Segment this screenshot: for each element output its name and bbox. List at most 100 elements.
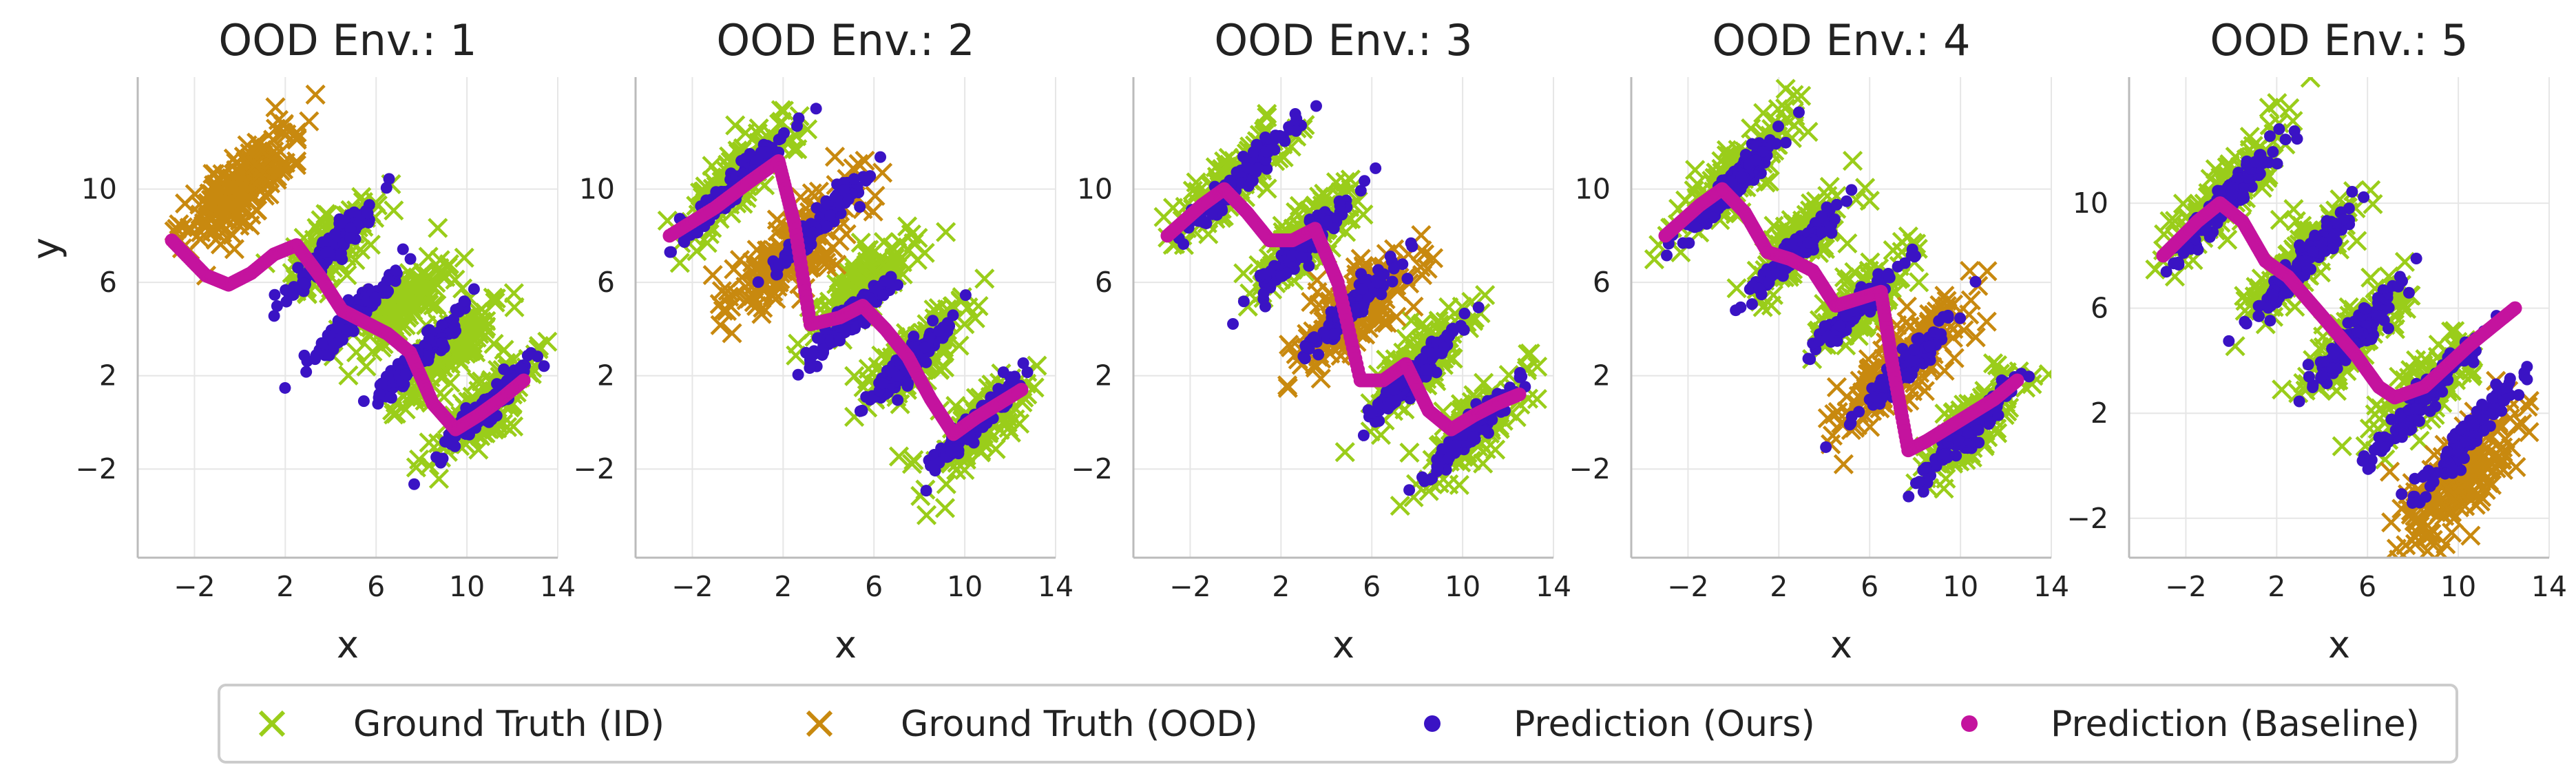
id-point — [873, 253, 894, 274]
id-point — [1527, 388, 1547, 410]
x-tick-label: 14 — [540, 570, 576, 603]
y-tick-label: −2 — [76, 452, 117, 485]
ours-point — [920, 485, 932, 497]
ood-point — [1366, 308, 1387, 328]
ours-point — [959, 289, 972, 302]
ood-point — [735, 276, 756, 297]
id-point — [1312, 191, 1333, 211]
x-tick-label: 14 — [1038, 570, 1074, 603]
ours-point — [1321, 215, 1333, 228]
ood-point — [190, 204, 211, 225]
ours-point — [778, 127, 790, 139]
id-point — [1412, 313, 1433, 334]
ours-point — [1005, 375, 1018, 388]
ours-point — [919, 341, 931, 354]
ours-point — [468, 283, 480, 295]
ood-point — [746, 295, 767, 316]
ours-point — [1472, 301, 1485, 313]
id-point — [725, 115, 746, 136]
ood-point — [251, 140, 272, 160]
ood-point — [203, 185, 224, 206]
ours-point — [1259, 131, 1271, 143]
ours-point — [665, 246, 678, 258]
ours-point — [404, 253, 417, 265]
ours-point — [807, 348, 819, 361]
ours-point — [908, 330, 920, 343]
ours-point — [1436, 443, 1449, 455]
y-tick-label: 10 — [579, 173, 615, 206]
ours-point — [1369, 416, 1381, 428]
ours-point — [1359, 175, 1371, 187]
id-point — [346, 342, 367, 363]
ours-point — [813, 332, 826, 344]
id-point — [419, 432, 439, 453]
ood-point — [1410, 257, 1431, 277]
ood-point — [753, 297, 773, 318]
ours-point — [298, 349, 311, 361]
ours-point — [344, 222, 357, 235]
id-point — [457, 317, 479, 338]
x-tick-label: 6 — [367, 570, 385, 603]
ours-point — [1290, 125, 1302, 137]
ours-point — [448, 320, 461, 333]
ours-point — [271, 300, 283, 313]
ours-point — [1467, 431, 1480, 443]
ours-point — [279, 381, 291, 394]
ours-point — [309, 353, 322, 366]
id-point — [888, 446, 910, 467]
ours-point — [1269, 133, 1281, 145]
ours-point — [436, 337, 448, 349]
ours-point — [532, 350, 544, 363]
id-point — [1399, 333, 1420, 353]
ood-point — [1423, 248, 1444, 269]
ours-point — [1227, 318, 1239, 330]
id-point — [708, 164, 729, 185]
ours-point — [452, 304, 464, 317]
ours-point — [1021, 366, 1034, 379]
ours-point — [362, 207, 374, 220]
ood-point — [270, 161, 291, 182]
ours-point — [369, 291, 381, 304]
ours-point — [804, 362, 816, 375]
ours-point — [735, 155, 748, 167]
id-point — [748, 118, 769, 139]
ood-point — [1309, 295, 1330, 315]
ours-point — [514, 361, 527, 374]
ours-point — [382, 285, 395, 297]
id-point — [356, 356, 377, 377]
x-axis-label: x — [337, 623, 359, 666]
id-point — [384, 200, 404, 221]
ours-point — [1458, 429, 1470, 441]
ours-point — [397, 243, 409, 255]
ours-point — [1403, 484, 1416, 496]
id-point — [1334, 442, 1355, 463]
ood-point — [203, 178, 224, 199]
ours-point — [824, 209, 837, 222]
ours-point — [1177, 238, 1190, 250]
ood-point — [1350, 249, 1371, 269]
ours-point — [1241, 162, 1253, 174]
ours-point — [1308, 331, 1320, 344]
ood-point — [1412, 264, 1433, 286]
ood-point — [836, 224, 857, 244]
ood-point — [848, 154, 869, 174]
ours-point — [1260, 146, 1273, 158]
ours-point — [1396, 258, 1409, 271]
ours-point — [860, 175, 872, 187]
x-tick-label: −2 — [174, 570, 215, 603]
id-point — [936, 474, 956, 494]
x-axis-label: x — [835, 623, 857, 666]
ood-point — [1280, 337, 1301, 358]
ours-point — [323, 349, 335, 361]
ours-point — [376, 377, 388, 390]
id-point — [317, 204, 338, 225]
ours-point — [817, 344, 830, 356]
ours-point — [1445, 323, 1458, 335]
ood-point — [259, 184, 280, 204]
ours-point — [1416, 471, 1428, 483]
id-point — [428, 218, 448, 238]
ours-point — [322, 246, 334, 258]
ours-point — [1454, 319, 1467, 332]
ours-point — [933, 325, 945, 337]
